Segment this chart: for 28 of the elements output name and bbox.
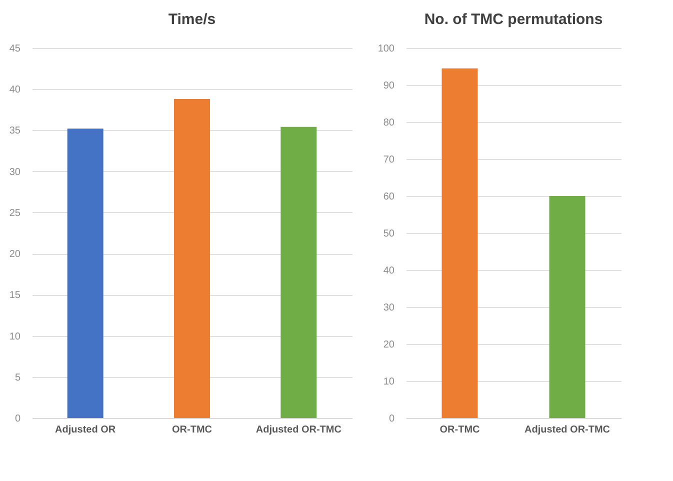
y-tick-label: 0 — [14, 414, 21, 424]
y-tick-label: 25 — [9, 208, 21, 219]
y-tick-label: 30 — [383, 302, 395, 314]
chart-title: Time/s — [168, 11, 216, 28]
y-tick-label: 60 — [383, 192, 395, 202]
x-tick-label: Adjusted OR — [55, 424, 116, 436]
x-tick-label: OR-TMC — [440, 424, 480, 436]
chart-title: No. of TMC permutations — [424, 11, 603, 28]
y-tick-label: 45 — [9, 44, 21, 54]
y-tick-label: 70 — [383, 154, 395, 166]
y-tick-label: 30 — [9, 166, 21, 178]
y-tick-label: 80 — [383, 118, 395, 128]
y-tick-label: 15 — [9, 290, 21, 302]
x-tick-label: OR-TMC — [172, 424, 212, 436]
y-tick-label: 90 — [383, 80, 395, 92]
y-tick-label: 100 — [378, 44, 395, 54]
y-tick-label: 20 — [383, 340, 395, 350]
y-tick-label: 50 — [383, 228, 395, 240]
y-tick-label: 5 — [14, 372, 21, 384]
y-tick-label: 40 — [9, 84, 21, 96]
y-tick-label: 40 — [383, 266, 395, 276]
y-tick-label: 0 — [388, 414, 395, 424]
x-tick-label: Adjusted OR-TMC — [524, 424, 610, 436]
y-tick-label: 10 — [383, 376, 395, 388]
y-tick-label: 10 — [9, 331, 21, 342]
y-tick-label: 35 — [9, 126, 21, 137]
y-tick-label: 20 — [9, 249, 21, 260]
x-tick-label: Adjusted OR-TMC — [256, 424, 342, 436]
